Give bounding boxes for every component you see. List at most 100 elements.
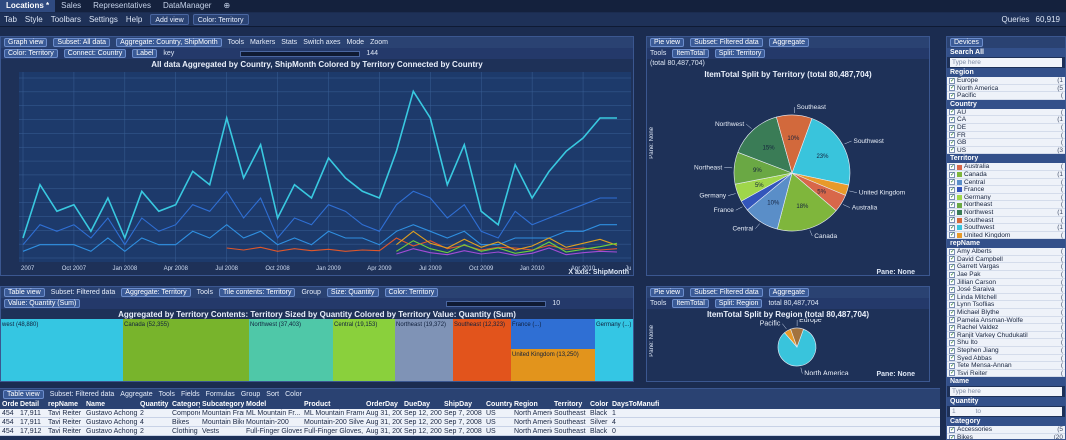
menu-help[interactable]: Help — [125, 15, 143, 24]
pie1-value-dropdown[interactable]: ItemTotal — [672, 49, 709, 58]
filter-item[interactable]: ✓ Northwest (1 — [947, 208, 1065, 217]
checkbox-icon[interactable]: ✓ — [949, 294, 956, 301]
table-subset-dropdown[interactable]: Subset: Filtered data — [49, 391, 115, 398]
column-header[interactable]: ShipDay — [444, 401, 473, 408]
search-all-input[interactable]: Type here — [950, 58, 1062, 67]
filter-item[interactable]: ✓ Pacific ( — [947, 92, 1065, 100]
filter-item[interactable]: ✓ David Campbell ( — [947, 255, 1065, 264]
column-header[interactable]: Color — [590, 401, 609, 408]
tile-tools-button[interactable]: Tools — [196, 289, 213, 296]
treemap[interactable]: west (48,880) Canada (52,355) Northwest … — [1, 319, 633, 381]
category-item[interactable]: ✓ Accessories (5 — [947, 426, 1065, 434]
filter-item[interactable]: ✓ Amy Alberts ( — [947, 248, 1065, 256]
graph-zoom-button[interactable]: Zoom — [370, 39, 388, 46]
tile-southeast[interactable]: Southeast (12,323) — [453, 319, 511, 381]
checkbox-icon[interactable]: ✓ — [949, 256, 956, 263]
checkbox-icon[interactable]: ✓ — [949, 332, 956, 339]
graph-plot-area[interactable] — [19, 72, 631, 262]
pie2-tools-button[interactable]: Tools — [650, 300, 667, 307]
column-header[interactable]: DueDay — [404, 401, 431, 408]
column-header[interactable]: DaysToManufi — [612, 401, 660, 408]
sidebar-title[interactable]: Devices — [950, 38, 983, 47]
queries-label[interactable]: Queries — [1001, 15, 1030, 24]
checkbox-icon[interactable]: ✓ — [949, 355, 956, 362]
column-header[interactable]: Category — [172, 401, 200, 408]
pie2-title[interactable]: Pie view — [650, 288, 685, 297]
graph-aggregate-dropdown[interactable]: Aggregate: Country, ShipMonth — [116, 38, 222, 47]
pie2-value-dropdown[interactable]: ItemTotal — [672, 299, 709, 308]
checkbox-icon[interactable]: ✓ — [949, 286, 956, 293]
checkbox-icon[interactable]: ✓ — [949, 124, 956, 131]
pie1-tools-button[interactable]: Tools — [650, 50, 667, 57]
filter-item[interactable]: ✓ Jillian Carson ( — [947, 278, 1065, 287]
table-fields-button[interactable]: Fields — [180, 391, 200, 398]
tile-contents-dropdown[interactable]: Tile contents: Territory — [218, 288, 296, 297]
pie1-pane[interactable]: Pane: None — [876, 269, 915, 276]
filter-item[interactable]: ✓ Michael Blythe ( — [947, 309, 1065, 317]
checkbox-icon[interactable]: ✓ — [949, 340, 956, 346]
column-header[interactable]: Subcategory — [202, 401, 244, 408]
graph-label-dropdown[interactable]: Label — [132, 49, 158, 58]
filter-item[interactable]: ✓ Jae Pak ( — [947, 271, 1065, 279]
filter-item[interactable]: ✓ Central ( — [947, 178, 1065, 187]
checkbox-icon[interactable]: ✓ — [949, 232, 956, 239]
column-header[interactable]: Quantity — [140, 401, 169, 408]
tile-northeast[interactable]: Northeast (19,372) — [395, 319, 453, 381]
filter-item[interactable]: ✓ Tsvi Reiter ( — [947, 369, 1065, 378]
checkbox-icon[interactable]: ✓ — [949, 116, 956, 123]
table-row[interactable]: 454 17,911 Tavi Reiter Gustavo Achong 2 Compo… — [0, 409, 940, 418]
tab-locations[interactable]: Locations * — [0, 0, 56, 12]
filter-item[interactable]: ✓ Pamela Ansman-Wolfe ( — [947, 316, 1065, 325]
menu-tab[interactable]: Tab — [4, 15, 17, 24]
pie2-subset-dropdown[interactable]: Subset: Filtered data — [690, 288, 763, 297]
pie1-title[interactable]: Pie view — [650, 38, 685, 47]
filter-item[interactable]: ✓ Tete Mensa-Annan ( — [947, 362, 1065, 370]
checkbox-icon[interactable]: ✓ — [949, 370, 956, 377]
menu-toolbars[interactable]: Toolbars — [50, 15, 81, 24]
checkbox-icon[interactable]: ✓ — [949, 248, 956, 255]
filter-item[interactable]: ✓ Linda Mitchell ( — [947, 293, 1065, 302]
tile-germany[interactable]: Germany (...) — [595, 319, 633, 381]
table-row[interactable]: 454 17,911 Tavi Reiter Gustavo Achong 4 Bikes… — [0, 418, 940, 427]
tile-northwest[interactable]: Northwest (37,403) — [249, 319, 333, 381]
filter-item[interactable]: ✓ Southeast ( — [947, 216, 1065, 225]
filter-item[interactable]: ✓ Ranjit Varkey Chudukatil ( — [947, 331, 1065, 340]
table-row[interactable]: 454 17,912 Tavi Reiter Gustavo Achong 2 Cloth… — [0, 427, 940, 436]
checkbox-icon[interactable]: ✓ — [949, 132, 956, 139]
column-header[interactable]: Detail — [20, 401, 40, 408]
pie-chart-region[interactable]: North America Pacific Europe — [657, 319, 927, 375]
pie2-pane[interactable]: Pane: None — [876, 371, 915, 378]
color-territory-button[interactable]: Color: Territory — [192, 14, 249, 25]
tile-southwest[interactable]: west (48,880) — [1, 319, 123, 381]
filter-item[interactable]: ✓ US (3 — [947, 146, 1065, 155]
table-color-button[interactable]: Color — [285, 391, 302, 398]
filter-item[interactable]: ✓ Europe (1 — [947, 77, 1065, 85]
pie2-aggregate-dropdown[interactable]: Aggregate — [768, 288, 809, 297]
checkbox-icon[interactable]: ✓ — [949, 279, 956, 286]
filter-item[interactable]: ✓ Rachel Valdez ( — [947, 324, 1065, 332]
pie-chart-territory[interactable]: Southwest 23% United Kingdom Australia 5% Can… — [657, 83, 927, 263]
graph-connect-dropdown[interactable]: Connect: Country — [63, 49, 127, 58]
checkbox-icon[interactable]: ✓ — [949, 426, 956, 433]
checkbox-icon[interactable]: ✓ — [949, 309, 956, 316]
table-tools-button[interactable]: Tools — [158, 391, 175, 398]
table-view-title[interactable]: Table view — [3, 390, 44, 399]
column-header[interactable]: Product — [304, 401, 331, 408]
filter-item[interactable]: ✓ Syed Abbas ( — [947, 354, 1065, 363]
graph-tools-button[interactable]: Tools — [227, 39, 244, 46]
tile-group-button[interactable]: Group — [301, 289, 321, 296]
checkbox-icon[interactable]: ✓ — [949, 163, 956, 170]
column-header[interactable]: Country — [486, 401, 512, 408]
checkbox-icon[interactable]: ✓ — [949, 109, 956, 116]
filter-item[interactable]: ✓ DE ( — [947, 123, 1065, 132]
filter-item[interactable]: ✓ Australia ( — [947, 163, 1065, 171]
column-header[interactable]: Territory — [554, 401, 583, 408]
graph-mode-button[interactable]: Mode — [346, 39, 365, 46]
name-input[interactable]: Type here — [950, 387, 1062, 397]
pie2-split-dropdown[interactable]: Split: Region — [714, 299, 763, 308]
checkbox-icon[interactable]: ✓ — [949, 201, 956, 208]
checkbox-icon[interactable]: ✓ — [949, 302, 956, 309]
graph-view-title[interactable]: Graph view — [4, 38, 48, 47]
filter-item[interactable]: ✓ Lynn Tsoflias ( — [947, 301, 1065, 310]
checkbox-icon[interactable]: ✓ — [949, 217, 956, 224]
